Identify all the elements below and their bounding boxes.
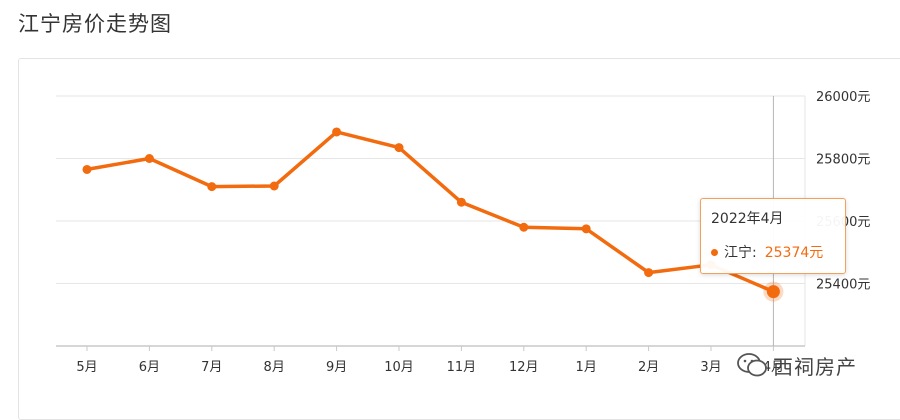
x-tick-label: 12月: [509, 360, 539, 375]
data-point[interactable]: [144, 154, 154, 163]
price-trend-chart: 26000元25800元25600元25400元 5月6月7月8月9月10月11…: [56, 90, 870, 375]
tooltip-series-dot: [711, 248, 718, 256]
watermark-text: 西祠房产: [773, 354, 857, 379]
data-point[interactable]: [207, 182, 217, 192]
data-tooltip: 2022年4月 江宁: 25374元: [700, 198, 846, 274]
watermark: 西祠房产: [735, 350, 857, 380]
tooltip-row: 江宁: 25374元: [711, 242, 845, 262]
tooltip-series-label: 江宁:: [724, 245, 757, 261]
data-point[interactable]: [82, 164, 92, 174]
y-tick-label: 26000元: [816, 90, 870, 105]
y-tick-label: 25400元: [816, 278, 870, 293]
data-point[interactable]: [332, 127, 342, 137]
x-axis-labels: 5月 6月 7月 8月 9月 10月 11月 12月 1月 2月 3月 4月: [76, 360, 784, 375]
x-tick-label: 6月: [139, 360, 160, 375]
page-title: 江宁房价走势图: [18, 12, 172, 36]
data-point[interactable]: [581, 224, 591, 234]
x-tick-label: 3月: [700, 360, 721, 375]
x-tick-label: 7月: [201, 360, 222, 375]
series-points: [82, 127, 784, 302]
tooltip-date: 2022年4月: [711, 211, 784, 227]
x-tick-label: 8月: [264, 360, 285, 375]
x-axis: [56, 345, 805, 351]
x-tick-label: 5月: [76, 360, 97, 375]
data-point-highlighted[interactable]: [766, 285, 780, 299]
data-point[interactable]: [644, 268, 654, 278]
data-point[interactable]: [519, 222, 529, 232]
data-point[interactable]: [394, 143, 404, 153]
x-tick-label: 9月: [326, 360, 347, 375]
chart-gridlines: [56, 95, 806, 346]
series-line-jiangning: [86, 130, 775, 294]
tooltip-value: 25374元: [764, 245, 824, 261]
x-tick-label: 4月: [763, 360, 784, 375]
wechat-icon: [737, 353, 767, 377]
data-point[interactable]: [456, 197, 466, 207]
data-point[interactable]: [269, 181, 279, 191]
y-tick-label: 25800元: [816, 153, 870, 168]
x-tick-label: 11月: [447, 360, 477, 375]
x-tick-label: 10月: [384, 360, 414, 375]
x-tick-label: 2月: [638, 360, 659, 375]
x-tick-label: 1月: [576, 360, 597, 375]
